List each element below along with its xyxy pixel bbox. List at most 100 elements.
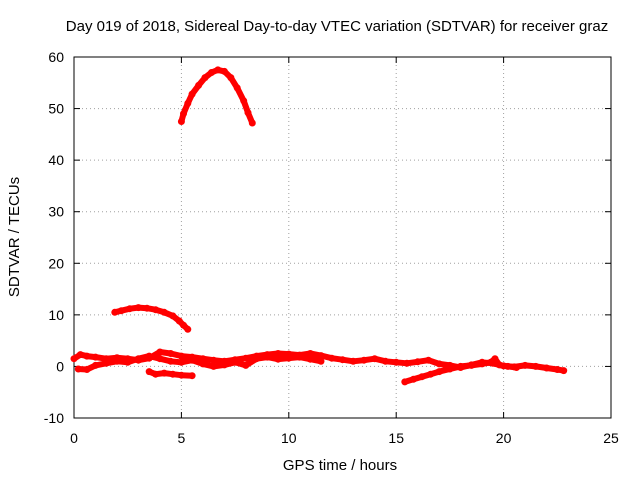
data-point (446, 365, 454, 373)
tick-layer: 0 5 10 15 20 25 -10 0 10 20 30 40 50 60 (44, 49, 619, 446)
data-point (263, 353, 271, 361)
data-point (382, 357, 389, 365)
data-point (184, 99, 192, 107)
data-point (199, 360, 207, 368)
data-point (371, 355, 379, 363)
data-point (83, 366, 91, 373)
data-point (553, 366, 561, 373)
data-point (233, 84, 241, 92)
data-point (74, 365, 82, 373)
data-point (201, 74, 209, 82)
data-point (143, 304, 151, 312)
x-tick-label: 20 (496, 430, 512, 446)
data-point (76, 351, 84, 359)
data-point (177, 371, 185, 379)
data-point (521, 361, 529, 369)
x-tick-label: 10 (281, 430, 297, 446)
y-tick-label: 10 (48, 307, 64, 323)
data-point (427, 370, 435, 378)
y-tick-label: 30 (48, 204, 64, 220)
data-point (435, 360, 443, 368)
data-point (188, 356, 196, 364)
data-point (83, 352, 91, 360)
data-point (403, 359, 411, 367)
data-point (167, 357, 175, 365)
data-point (117, 307, 125, 315)
data-point (92, 353, 99, 361)
data-point (296, 353, 303, 361)
data-point (210, 356, 218, 364)
y-tick-label: 20 (48, 255, 64, 271)
data-point (180, 110, 187, 118)
data-point (188, 372, 196, 380)
x-tick-label: 15 (388, 430, 404, 446)
data-point (113, 357, 121, 365)
data-point (124, 358, 132, 366)
data-point (418, 373, 426, 381)
data-point (111, 308, 119, 316)
data-point (491, 355, 499, 363)
data-point (152, 306, 160, 314)
data-point (134, 304, 142, 312)
data-point (543, 364, 551, 372)
data-point (195, 81, 203, 89)
y-axis-label: SDTVAR / TECUs (6, 177, 23, 297)
y-tick-label: 60 (48, 49, 64, 65)
data-point (467, 361, 475, 369)
data-point (306, 355, 314, 363)
data-point (145, 352, 153, 360)
data-point (328, 354, 336, 362)
data-point (560, 367, 568, 375)
data-point (242, 361, 250, 369)
data-point (317, 352, 325, 360)
data-point (169, 370, 177, 378)
data-point (401, 378, 409, 386)
data-point (231, 358, 239, 366)
data-point (208, 69, 215, 76)
data-point (156, 348, 164, 356)
data-point (210, 362, 218, 370)
data-point (248, 119, 256, 127)
data-point (457, 362, 465, 370)
x-tick-label: 25 (603, 430, 619, 446)
plot-frame (73, 56, 612, 419)
data-point (145, 368, 153, 376)
data-point (160, 308, 168, 316)
data-point (435, 368, 443, 376)
data-point (214, 66, 222, 74)
x-axis-label: GPS time / hours (283, 457, 397, 474)
y-tick-label: 50 (48, 101, 64, 117)
data-point (253, 355, 261, 363)
data-point (339, 356, 346, 364)
data-point (177, 352, 185, 360)
data-point (167, 350, 175, 357)
y-tick-label: 40 (48, 152, 64, 168)
data-point (392, 358, 400, 366)
series-layer (70, 66, 568, 386)
data-point (532, 362, 540, 370)
data-point (169, 312, 177, 320)
data-point (285, 354, 293, 362)
data-point (227, 74, 235, 82)
data-point (92, 361, 99, 369)
data-point (156, 355, 164, 363)
data-point (177, 358, 185, 366)
data-point (242, 354, 250, 362)
grid-layer (74, 57, 611, 418)
x-tick-label: 5 (178, 430, 186, 446)
data-point (274, 355, 282, 363)
data-point (184, 325, 192, 333)
data-point (306, 350, 314, 357)
data-point (414, 358, 422, 366)
data-point (188, 90, 196, 98)
data-point (274, 350, 282, 357)
data-point (102, 359, 110, 367)
data-point (244, 109, 252, 117)
data-point (134, 355, 142, 363)
data-point (513, 364, 520, 371)
data-point (504, 362, 512, 370)
data-point (424, 356, 432, 364)
data-point (152, 370, 160, 378)
data-point (177, 118, 185, 125)
